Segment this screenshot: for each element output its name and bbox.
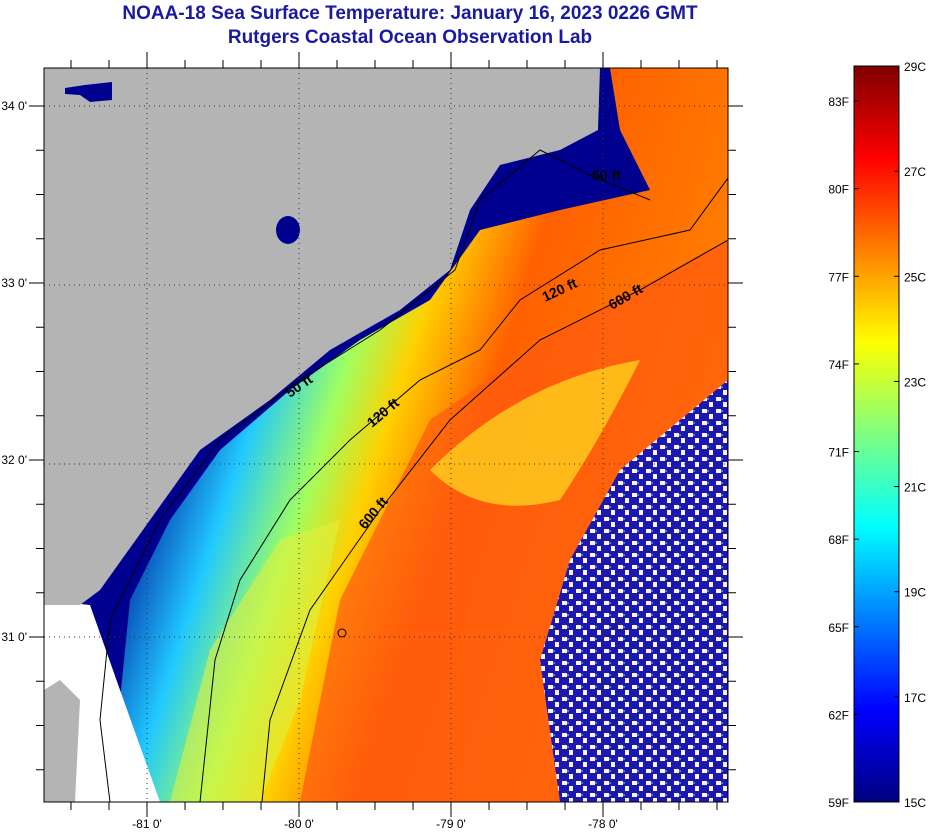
colorbar-c-label: 27C <box>904 165 926 179</box>
lon-label: -81 0' <box>132 817 162 831</box>
contour-120ft <box>199 177 728 802</box>
colorbar-c-label: 19C <box>904 586 926 600</box>
lon-label: -79 0' <box>436 817 466 831</box>
colorbar-f-label: 65F <box>828 621 849 635</box>
colorbar-f-label: 68F <box>828 533 849 547</box>
colorbar-c-label: 15C <box>904 796 926 810</box>
axis-ticks <box>29 52 743 817</box>
colorbar-c-label: 25C <box>904 270 926 284</box>
contour-label: 50 ft <box>592 167 621 183</box>
colorbar-c-label: 17C <box>904 691 926 705</box>
contour-50ft <box>99 149 651 802</box>
lat-label: 34 0' <box>1 99 27 113</box>
map-area <box>44 68 728 802</box>
colorbar-f-label: 71F <box>828 446 849 460</box>
colorbar <box>853 65 900 803</box>
map-title: NOAA-18 Sea Surface Temperature: January… <box>122 3 698 24</box>
colorbar-f-label: 62F <box>828 708 849 722</box>
contour-600ft <box>261 239 728 802</box>
colorbar-c-label: 23C <box>904 375 926 389</box>
map-subtitle: Rutgers Coastal Ocean Observation Lab <box>227 27 593 48</box>
lat-label: 31 0' <box>1 630 27 644</box>
colorbar-f-label: 83F <box>828 95 849 109</box>
map-frame <box>43 67 729 803</box>
colorbar-c-label: 21C <box>904 481 926 495</box>
lake <box>65 82 112 102</box>
colorbar-f-label: 77F <box>828 270 849 284</box>
lat-label: 32 0' <box>1 453 27 467</box>
lon-label: -78 0' <box>588 817 618 831</box>
colorbar-c-label: 29C <box>904 60 926 74</box>
colorbar-f-label: 80F <box>828 183 849 197</box>
colorbar-f-label: 59F <box>828 796 849 810</box>
colorbar-f-label: 74F <box>828 358 849 372</box>
land <box>44 68 600 605</box>
lon-label: -80 0' <box>284 817 314 831</box>
lat-label: 33 0' <box>1 276 27 290</box>
